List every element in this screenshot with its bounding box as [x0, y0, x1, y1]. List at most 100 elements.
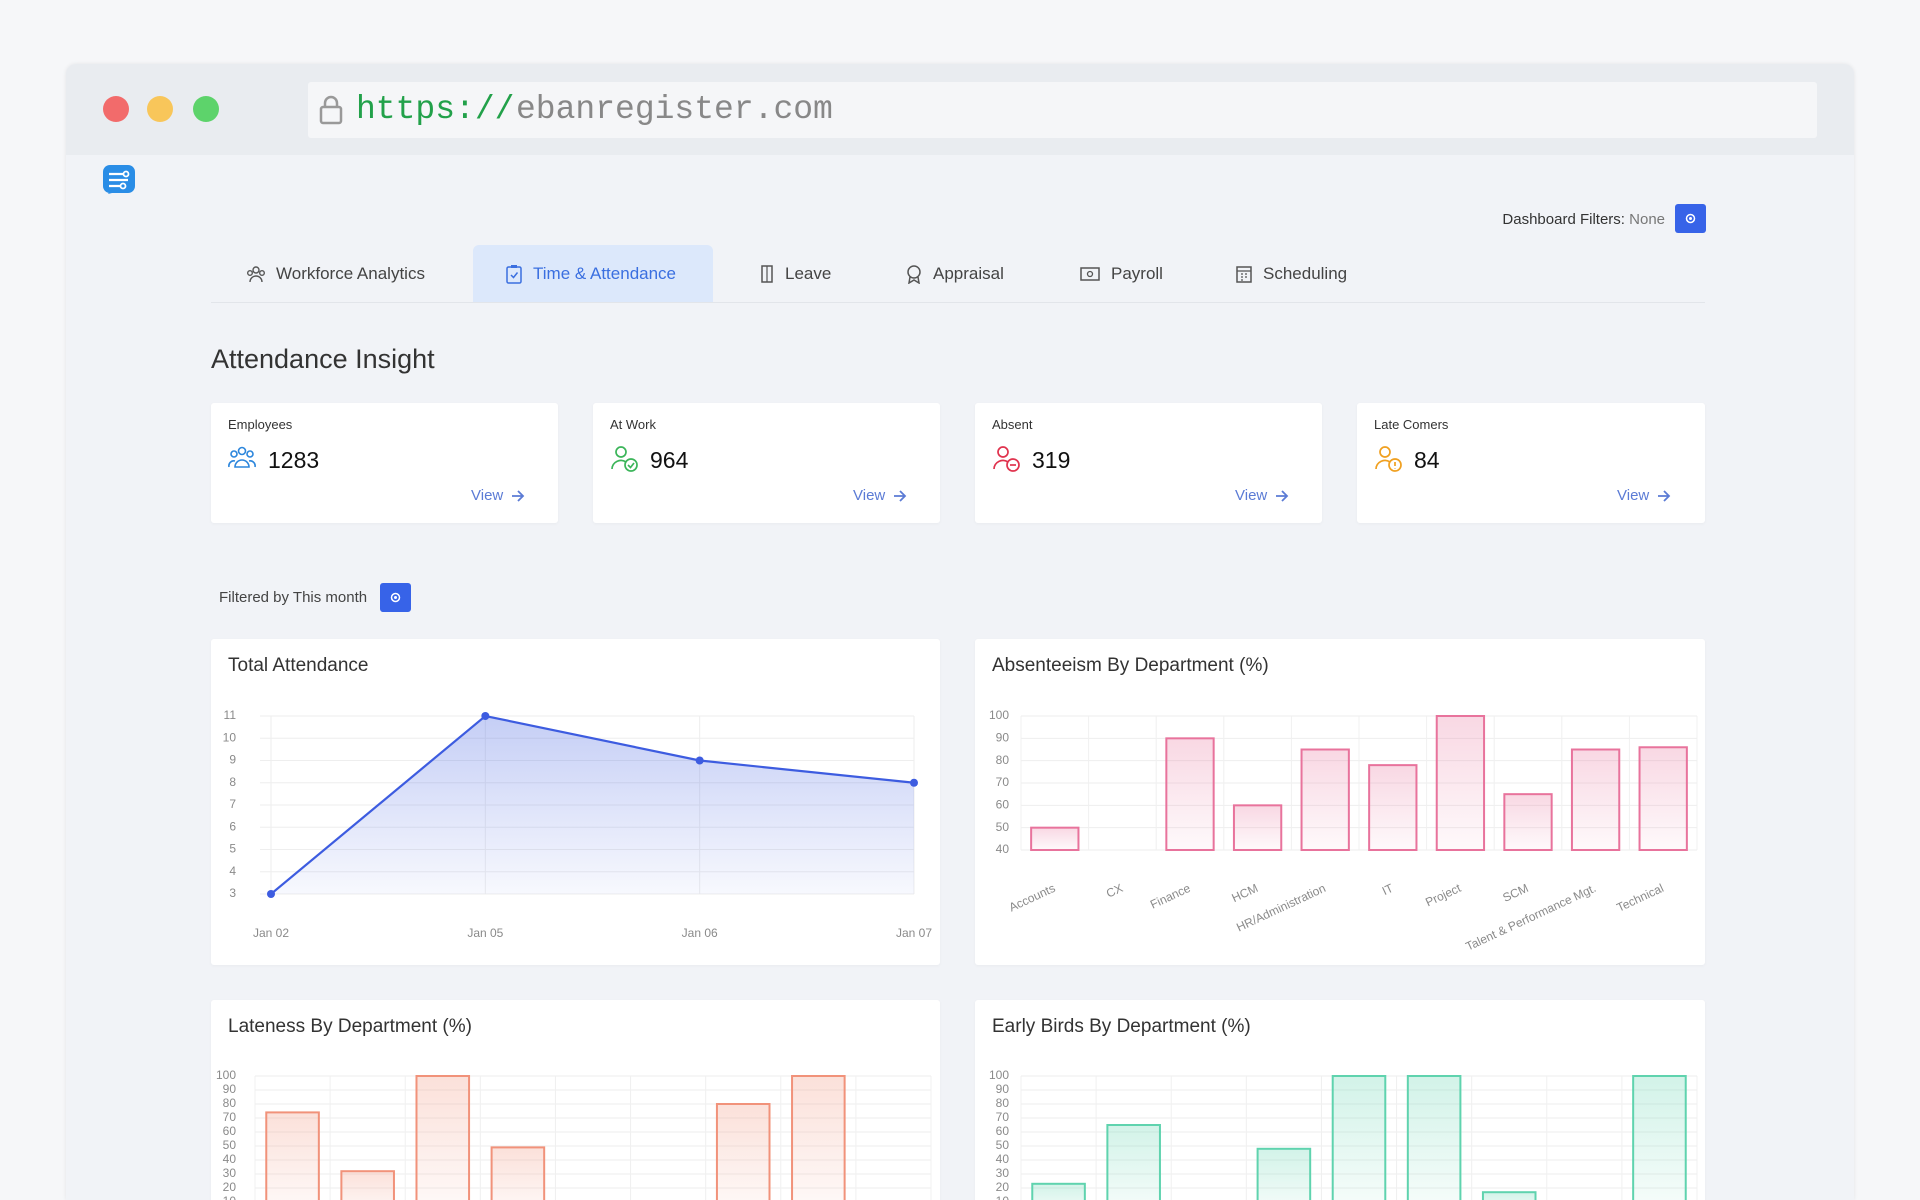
- bar: [1481, 1191, 1537, 1200]
- gear-icon: [1685, 213, 1696, 224]
- bar: [415, 1075, 471, 1200]
- bar: [490, 1146, 546, 1200]
- filters-label: Dashboard Filters:: [1502, 211, 1625, 228]
- dashboard-filters: Dashboard Filters: None: [1502, 211, 1665, 228]
- x-tick-label: CX: [1104, 881, 1125, 901]
- y-tick-label: 5: [229, 842, 236, 856]
- y-tick-label: 100: [989, 1068, 1009, 1082]
- active-tab-bg: [473, 245, 713, 302]
- kpi-label: Late Comers: [1374, 417, 1449, 432]
- kpi-icon: [1375, 446, 1402, 472]
- kpi-card: At Work 964 View: [593, 403, 940, 523]
- point: [267, 890, 275, 898]
- chart-title: Lateness By Department (%): [228, 1016, 472, 1037]
- y-tick-label: 70: [996, 775, 1010, 789]
- x-tick-label: Accounts: [1007, 881, 1058, 915]
- kpi-link[interactable]: View: [1235, 487, 1289, 504]
- bar: [1368, 764, 1418, 851]
- x-tick-label: Jan 05: [467, 926, 503, 940]
- chart-filter-button[interactable]: [380, 583, 411, 612]
- tab[interactable]: Scheduling: [1235, 245, 1347, 302]
- kpi-link-text: View: [471, 487, 504, 504]
- bar: [1503, 793, 1553, 852]
- y-tick-label: 6: [229, 819, 236, 833]
- line: [270, 714, 915, 895]
- y-tick-label: 100: [216, 1068, 236, 1082]
- kpi-link[interactable]: View: [853, 487, 907, 504]
- kpi-label: Absent: [992, 417, 1033, 432]
- chart-card: Lateness By Department (%) 0102030405060…: [211, 1000, 940, 1200]
- kpi-card: Absent 319 View: [975, 403, 1322, 523]
- url-scheme: https://: [356, 91, 515, 128]
- y-tick-label: 3: [229, 886, 236, 900]
- kpi-link[interactable]: View: [471, 487, 525, 504]
- arrow-icon: [512, 489, 525, 502]
- x-tick-label: SCM: [1501, 881, 1531, 905]
- tab[interactable]: Workforce Analytics: [246, 245, 425, 302]
- y-tick-label: 100: [989, 708, 1009, 722]
- y-tick-label: 20: [996, 1180, 1010, 1194]
- y-tick-label: 90: [223, 1082, 237, 1096]
- kpi-link-text: View: [1235, 487, 1268, 504]
- bar: [791, 1075, 846, 1200]
- maximize-button[interactable]: [193, 96, 219, 122]
- app-logo[interactable]: [102, 164, 136, 198]
- tab-divider: [211, 302, 1705, 303]
- chart-card: Early Birds By Department (%) 0102030405…: [975, 1000, 1705, 1200]
- tab-icon: [1080, 266, 1100, 281]
- chart-card: Absenteeism By Department (%) 40 50 60 70 80…: [975, 639, 1705, 965]
- minimize-button[interactable]: [147, 96, 173, 122]
- y-tick-label: 50: [996, 820, 1010, 834]
- y-tick-label: 30: [223, 1166, 237, 1180]
- filters-button[interactable]: [1675, 204, 1706, 233]
- arrow-icon: [1276, 489, 1289, 502]
- kpi-icon: [228, 446, 256, 468]
- chart-card: Total Attendance 3 4 5 6 7 8 9 10 11 Jan 02 Jan 05…: [211, 639, 940, 965]
- kpi-value: 964: [650, 447, 689, 473]
- point: [910, 778, 918, 787]
- kpi-link-text: View: [853, 487, 886, 504]
- x-tick-label: Jan 07: [896, 926, 932, 940]
- point: [695, 756, 704, 765]
- close-button[interactable]: [103, 96, 129, 122]
- y-tick-label: 60: [996, 1124, 1010, 1138]
- tab-label: Leave: [785, 264, 832, 283]
- filters-value: None: [1629, 211, 1665, 228]
- chart-filter: Filtered by This month: [219, 589, 368, 606]
- x-tick-label: Technical: [1615, 881, 1666, 915]
- tab-icon: [1236, 265, 1252, 283]
- kpi-value: 1283: [268, 447, 320, 473]
- bar: [1406, 1075, 1462, 1200]
- y-tick-label: 11: [224, 708, 237, 722]
- kpi-icon: [993, 446, 1020, 472]
- y-tick-label: 8: [229, 775, 236, 789]
- bar: [1030, 826, 1080, 852]
- bar: [1256, 1147, 1312, 1200]
- kpi-link[interactable]: View: [1617, 487, 1671, 504]
- tab-icon: [247, 265, 265, 282]
- bar: [1232, 804, 1283, 851]
- chart: 3 4 5 6 7 8 9 10 11 Jan 02 Jan 05 Jan 06 Jan 07: [223, 708, 933, 940]
- chart: 0102030405060708090100: [989, 1068, 1698, 1200]
- y-tick-label: 7: [229, 797, 236, 811]
- tab[interactable]: Time & Attendance: [505, 245, 676, 302]
- tab-label: Appraisal: [933, 264, 1004, 283]
- y-tick-label: 90: [996, 1082, 1010, 1096]
- bar: [1300, 748, 1350, 851]
- kpi-label: At Work: [610, 417, 656, 432]
- tab-label: Scheduling: [1263, 264, 1348, 283]
- x-tick-label: HCM: [1230, 881, 1261, 905]
- chart-title: Early Birds By Department (%): [992, 1016, 1251, 1037]
- y-tick-label: 40: [996, 842, 1010, 856]
- tab[interactable]: Payroll: [1079, 245, 1163, 302]
- y-tick-label: 70: [996, 1110, 1010, 1124]
- tab[interactable]: Appraisal: [905, 245, 1004, 302]
- tab-icon: [907, 264, 921, 284]
- point: [481, 712, 490, 720]
- address-bar[interactable]: https://ebanregister.com: [308, 82, 1817, 138]
- tab[interactable]: Leave: [759, 245, 831, 302]
- kpi-card: Late Comers 84 View: [1357, 403, 1705, 523]
- chart: 0102030405060708090100: [216, 1068, 932, 1200]
- bar: [1165, 737, 1215, 851]
